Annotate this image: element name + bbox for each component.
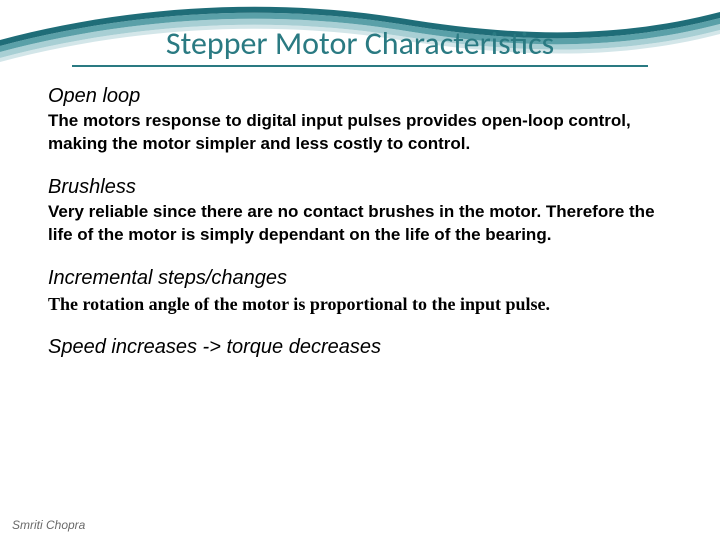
section-incremental: Incremental steps/changes The rotation a… — [48, 267, 672, 316]
section-heading: Incremental steps/changes — [48, 267, 672, 290]
section-body: Very reliable since there are no contact… — [48, 201, 672, 247]
section-body: The motors response to digital input pul… — [48, 110, 672, 156]
section-speed-torque: Speed increases -> torque decreases — [48, 336, 672, 359]
section-brushless: Brushless Very reliable since there are … — [48, 176, 672, 247]
slide-title: Stepper Motor Characteristics — [72, 24, 648, 67]
section-heading: Brushless — [48, 176, 672, 199]
slide-content: Stepper Motor Characteristics Open loop … — [0, 0, 720, 359]
section-heading: Speed increases -> torque decreases — [48, 336, 672, 359]
section-open-loop: Open loop The motors response to digital… — [48, 85, 672, 156]
section-body: The rotation angle of the motor is propo… — [48, 292, 672, 316]
section-heading: Open loop — [48, 85, 672, 108]
footer-author: Smriti Chopra — [12, 518, 85, 532]
